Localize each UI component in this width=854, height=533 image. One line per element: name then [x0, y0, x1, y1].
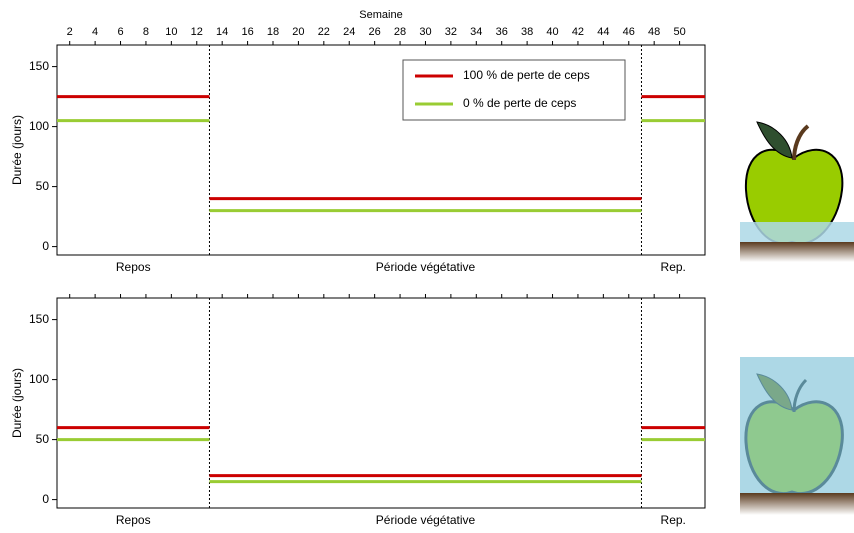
- x-tick-label: 34: [470, 26, 482, 38]
- x-tick-label: 2: [67, 26, 73, 38]
- y-tick-label: 100: [29, 119, 49, 133]
- legend-box: [402, 59, 626, 121]
- x-tick-label: 16: [241, 26, 253, 38]
- y-tick-label: 50: [36, 432, 50, 446]
- x-tick-label: 10: [165, 26, 177, 38]
- x-tick-label: 46: [623, 26, 635, 38]
- x-tick-label: 4: [92, 26, 98, 38]
- period-label: Rep.: [661, 260, 686, 274]
- y-axis-title: Durée (jours): [10, 115, 24, 185]
- x-tick-label: 30: [419, 26, 431, 38]
- y-tick-label: 150: [29, 312, 49, 326]
- x-tick-label: 18: [267, 26, 279, 38]
- y-tick-label: 50: [36, 179, 50, 193]
- legend-label: 100 % de perte de ceps: [463, 68, 590, 82]
- x-tick-label: 44: [597, 26, 609, 38]
- x-tick-label: 20: [292, 26, 304, 38]
- x-tick-label: 40: [546, 26, 558, 38]
- x-tick-label: 50: [673, 26, 685, 38]
- y-tick-label: 150: [29, 59, 49, 73]
- y-tick-label: 0: [42, 239, 49, 253]
- x-axis-title: Semaine: [359, 9, 402, 21]
- x-tick-label: 36: [496, 26, 508, 38]
- x-tick-label: 48: [648, 26, 660, 38]
- period-label: Période végétative: [376, 260, 476, 274]
- x-tick-label: 22: [318, 26, 330, 38]
- plot-frame: [56, 44, 706, 256]
- apple-bottom: [740, 357, 854, 515]
- x-tick-label: 38: [521, 26, 533, 38]
- x-tick-label: 14: [216, 26, 228, 38]
- y-axis-title: Durée (jours): [10, 368, 24, 438]
- period-label: Période végétative: [376, 513, 476, 527]
- x-tick-label: 26: [369, 26, 381, 38]
- x-tick-label: 42: [572, 26, 584, 38]
- x-tick-label: 8: [143, 26, 149, 38]
- x-tick-label: 6: [117, 26, 123, 38]
- x-tick-label: 24: [343, 26, 355, 38]
- period-label: Repos: [116, 513, 151, 527]
- period-label: Repos: [116, 260, 151, 274]
- y-tick-label: 0: [42, 492, 49, 506]
- plot-frame: [56, 297, 706, 509]
- x-tick-label: 32: [445, 26, 457, 38]
- x-tick-label: 12: [191, 26, 203, 38]
- x-tick-label: 28: [394, 26, 406, 38]
- y-tick-label: 100: [29, 372, 49, 386]
- legend-label: 0 % de perte de ceps: [463, 96, 576, 110]
- period-label: Rep.: [661, 513, 686, 527]
- apple-top: [740, 121, 854, 262]
